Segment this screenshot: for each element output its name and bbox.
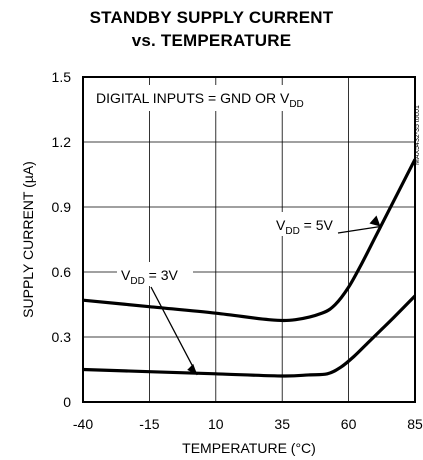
gridlines — [83, 77, 415, 402]
y-tick-label: 1.2 — [52, 134, 72, 150]
x-tick-label: 60 — [341, 416, 357, 432]
series-line-vdd-3v — [82, 294, 417, 378]
x-tick-label: 10 — [208, 416, 224, 432]
data-series — [82, 158, 417, 378]
arrowhead — [187, 363, 198, 375]
chart-title-line2: vs. TEMPERATURE — [131, 31, 292, 50]
x-tick-labels: -40 -15 10 35 60 85 — [73, 416, 423, 432]
x-axis-label: TEMPERATURE (°C) — [182, 440, 316, 456]
x-tick-label: -15 — [139, 416, 159, 432]
y-tick-label: 0.9 — [52, 199, 72, 215]
arrow-vdd-5v — [337, 225, 381, 234]
arrow-vdd-3v — [150, 286, 198, 376]
y-tick-label: 0.3 — [52, 329, 72, 345]
x-tick-label: 85 — [407, 416, 423, 432]
label-bg — [117, 262, 193, 286]
series-line-vdd-5v — [82, 158, 417, 323]
condition-label-bg — [92, 85, 330, 111]
y-tick-label: 0.6 — [52, 264, 72, 280]
arrowhead — [369, 215, 381, 227]
x-tick-label: -40 — [73, 416, 93, 432]
chart-title-line1: STANDBY SUPPLY CURRENT — [89, 8, 334, 27]
x-tick-label: 35 — [274, 416, 290, 432]
y-tick-label: 1.5 — [52, 69, 72, 85]
label-bg — [272, 212, 344, 236]
plot-frame — [82, 76, 416, 403]
series-label-vdd-3v: VDD = 3V — [121, 267, 179, 287]
y-tick-label: 0 — [63, 394, 71, 410]
series-label-vdd-5v: VDD = 5V — [276, 217, 334, 237]
condition-label: DIGITAL INPUTS = GND OR VDD — [96, 90, 304, 110]
y-tick-labels: 0 0.3 0.6 0.9 1.2 1.5 — [52, 69, 72, 410]
y-axis-label: SUPPLY CURRENT (µA) — [20, 161, 36, 318]
annotations: DIGITAL INPUTS = GND OR VDD VDD = 5V VDD =… — [92, 85, 421, 376]
part-code: MAX5432-35 toc01 — [414, 105, 421, 165]
